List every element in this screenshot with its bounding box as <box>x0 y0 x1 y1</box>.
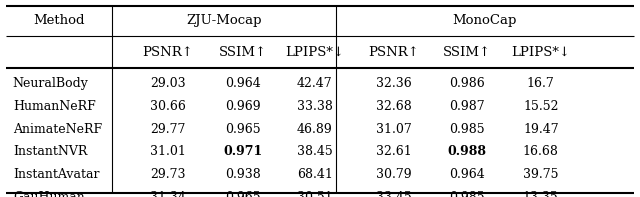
Text: 38.45: 38.45 <box>297 145 333 158</box>
Text: 33.45: 33.45 <box>376 190 412 197</box>
Text: 0.938: 0.938 <box>225 168 261 181</box>
Text: 68.41: 68.41 <box>297 168 333 181</box>
Text: 0.987: 0.987 <box>449 100 485 113</box>
Text: AnimateNeRF: AnimateNeRF <box>13 123 102 136</box>
Text: PSNR↑: PSNR↑ <box>368 46 419 59</box>
Text: PSNR↑: PSNR↑ <box>142 46 193 59</box>
Text: 13.35: 13.35 <box>523 190 559 197</box>
Text: LPIPS*↓: LPIPS*↓ <box>511 46 570 59</box>
Text: 0.971: 0.971 <box>223 145 263 158</box>
Text: MonoCap: MonoCap <box>452 14 517 27</box>
Text: ZJU-Mocap: ZJU-Mocap <box>186 14 262 27</box>
Text: 15.52: 15.52 <box>523 100 559 113</box>
Text: 39.75: 39.75 <box>523 168 559 181</box>
Text: 16.7: 16.7 <box>527 77 555 90</box>
Text: 29.77: 29.77 <box>150 123 186 136</box>
Text: 0.986: 0.986 <box>449 77 485 90</box>
Text: GauHuman: GauHuman <box>13 190 84 197</box>
Text: NeuralBody: NeuralBody <box>13 77 89 90</box>
Text: 31.01: 31.01 <box>150 145 186 158</box>
Text: 0.965: 0.965 <box>225 123 261 136</box>
Text: 29.03: 29.03 <box>150 77 186 90</box>
Text: 0.985: 0.985 <box>449 123 485 136</box>
Text: 0.964: 0.964 <box>449 168 485 181</box>
Text: 42.47: 42.47 <box>297 77 333 90</box>
Text: 0.988: 0.988 <box>448 145 486 158</box>
Text: 32.36: 32.36 <box>376 77 412 90</box>
Text: 31.34: 31.34 <box>150 190 186 197</box>
Text: 30.51: 30.51 <box>297 190 333 197</box>
Text: 16.68: 16.68 <box>523 145 559 158</box>
Text: 32.61: 32.61 <box>376 145 412 158</box>
Text: InstantAvatar: InstantAvatar <box>13 168 99 181</box>
Text: 0.985: 0.985 <box>449 190 485 197</box>
Text: 30.79: 30.79 <box>376 168 412 181</box>
Text: 46.89: 46.89 <box>297 123 333 136</box>
Text: 29.73: 29.73 <box>150 168 186 181</box>
Text: 0.964: 0.964 <box>225 77 261 90</box>
Text: InstantNVR: InstantNVR <box>13 145 87 158</box>
Text: 30.66: 30.66 <box>150 100 186 113</box>
Text: 33.38: 33.38 <box>297 100 333 113</box>
Text: HumanNeRF: HumanNeRF <box>13 100 95 113</box>
Text: Method: Method <box>33 14 85 27</box>
Text: 32.68: 32.68 <box>376 100 412 113</box>
Text: LPIPS*↓: LPIPS*↓ <box>285 46 344 59</box>
Text: 19.47: 19.47 <box>523 123 559 136</box>
Text: 31.07: 31.07 <box>376 123 412 136</box>
Text: 0.969: 0.969 <box>225 100 261 113</box>
Text: 0.965: 0.965 <box>225 190 261 197</box>
Text: SSIM↑: SSIM↑ <box>219 46 268 59</box>
Text: SSIM↑: SSIM↑ <box>443 46 492 59</box>
